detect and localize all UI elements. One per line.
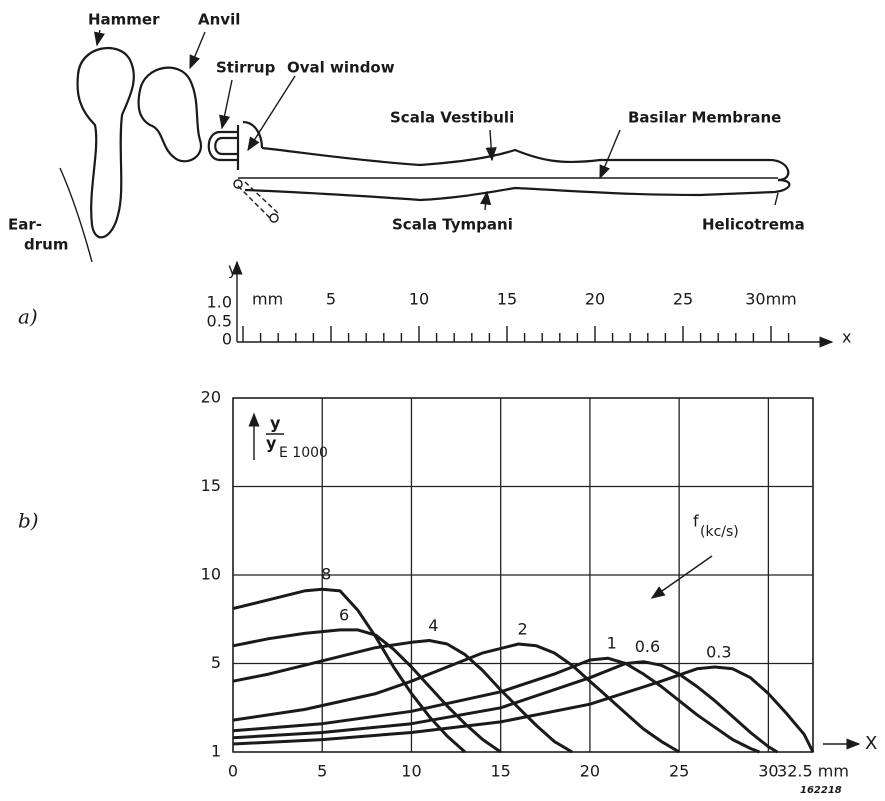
figure-number: 162218 xyxy=(800,785,842,796)
label: drum xyxy=(24,236,68,254)
x-tick-label: 15 xyxy=(491,762,511,781)
round-window-end xyxy=(270,214,278,222)
curve-label: 6 xyxy=(339,605,349,624)
curve-label: 4 xyxy=(428,616,438,635)
scala-tympani xyxy=(245,180,789,200)
x-tick-label: 30 xyxy=(758,762,778,781)
panel-label: b) xyxy=(18,509,39,533)
curve-label: 0.6 xyxy=(635,637,660,656)
y-tick-label: 15 xyxy=(201,476,221,495)
ruler: y x mm 5 10 15 20 25 30mm 1.00.50 xyxy=(207,260,852,349)
curve-label: 1 xyxy=(607,634,617,653)
ruler-y-label: 1.0 xyxy=(207,293,232,312)
curve-label: 2 xyxy=(517,620,527,639)
ruler-label: 15 xyxy=(497,290,517,309)
scala-vestibuli xyxy=(262,148,788,180)
y-axis-label: y xyxy=(270,414,281,433)
annotation-arrow xyxy=(652,556,712,598)
x-tick-label: 0 xyxy=(228,762,238,781)
x-tick-label: 10 xyxy=(401,762,421,781)
axis-label: y xyxy=(228,260,237,279)
x-tick-label: 5 xyxy=(317,762,327,781)
label: Scala Vestibuli xyxy=(390,109,514,127)
label: Scala Tympani xyxy=(392,216,513,234)
label: Stirrup xyxy=(216,59,276,77)
ruler-y-label: 0 xyxy=(222,330,232,349)
annotation: (kc/s) xyxy=(700,524,739,540)
stirrup xyxy=(209,132,238,160)
y-tick-label: 20 xyxy=(201,388,221,407)
axis-label: x xyxy=(842,328,851,347)
curve-label: 8 xyxy=(321,565,331,584)
annotation: f xyxy=(693,512,699,531)
figure: Hammer Anvil Stirrup Oval window Scala V… xyxy=(0,0,885,801)
label: Helicotrema xyxy=(702,216,805,234)
y-axis-label: E 1000 xyxy=(279,445,328,461)
ruler-label: 10 xyxy=(409,290,429,309)
arrow xyxy=(775,193,778,205)
label: Hammer xyxy=(88,11,160,29)
label: Ear- xyxy=(8,216,42,234)
hammer xyxy=(78,48,134,237)
curve xyxy=(233,630,501,752)
y-tick-label: 10 xyxy=(201,565,221,584)
curve-label: 0.3 xyxy=(706,643,731,662)
arrow xyxy=(222,80,232,128)
arrow xyxy=(600,130,620,178)
x-axis-label: X xyxy=(865,733,877,754)
curve xyxy=(233,658,760,752)
arrow xyxy=(248,76,295,150)
arrow xyxy=(190,32,205,68)
label: Oval window xyxy=(287,59,395,77)
anvil xyxy=(139,68,201,162)
label: Basilar Membrane xyxy=(628,109,781,127)
y-tick-label: 1 xyxy=(211,742,221,761)
x-tick-label: 20 xyxy=(580,762,600,781)
y-axis-label: y xyxy=(266,434,277,453)
ruler-label: 5 xyxy=(326,290,336,309)
ruler-y-label: 0.5 xyxy=(207,312,232,331)
ruler-label: mm xyxy=(252,290,283,309)
ruler-label: 25 xyxy=(673,290,693,309)
x-tick-label: 25 xyxy=(669,762,689,781)
y-tick-label: 5 xyxy=(211,653,221,672)
ruler-label: 30mm xyxy=(745,290,797,309)
label: Anvil xyxy=(198,11,240,29)
arrow xyxy=(485,192,487,210)
ear-diagram: Hammer Anvil Stirrup Oval window Scala V… xyxy=(8,11,805,263)
x-tick-label: 32.5 mm xyxy=(777,762,849,781)
arrow xyxy=(97,30,100,45)
panel-label: a) xyxy=(18,305,38,329)
ruler-label: 20 xyxy=(585,290,605,309)
